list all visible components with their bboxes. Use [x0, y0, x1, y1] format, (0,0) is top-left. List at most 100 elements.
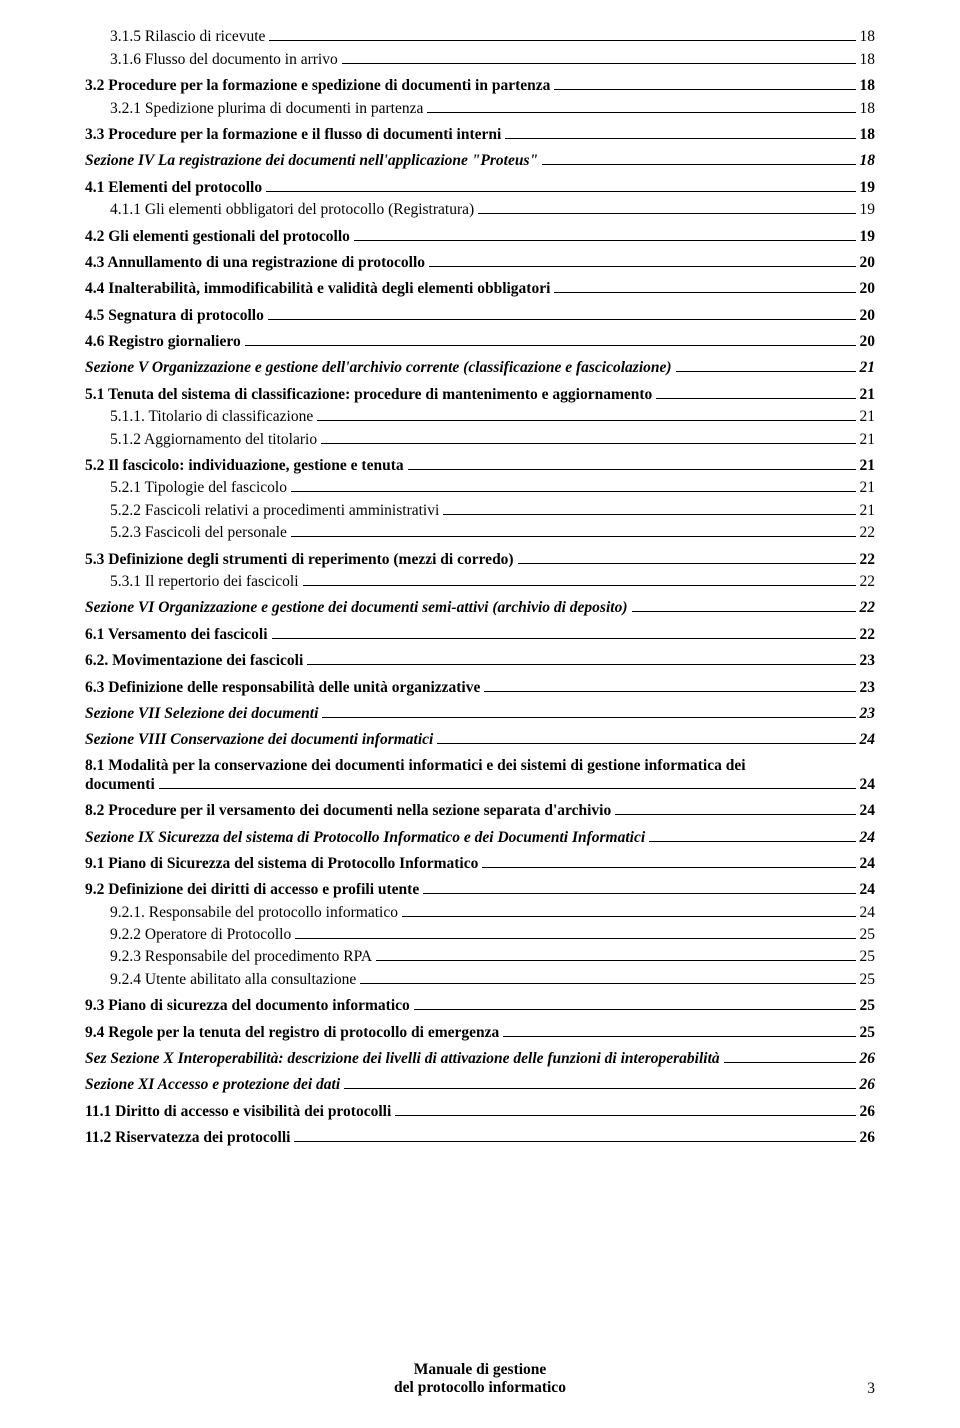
toc-label-line2: documenti: [85, 776, 155, 794]
toc-leader: [542, 152, 855, 165]
toc-entry: 5.2 Il fascicolo: individuazione, gestio…: [85, 457, 875, 475]
toc-page-number: 19: [860, 179, 876, 197]
toc-label: 3.1.6 Flusso del documento in arrivo: [110, 51, 338, 69]
toc-label: 5.2.2 Fascicoli relativi a procedimenti …: [110, 502, 439, 520]
toc-entry: 4.1.1 Gli elementi obbligatori del proto…: [110, 201, 875, 219]
toc-entry: 9.2 Definizione dei diritti di accesso e…: [85, 881, 875, 899]
toc-label: 4.4 Inalterabilità, immodificabilità e v…: [85, 280, 550, 298]
toc-label: 5.3.1 Il repertorio dei fascicoli: [110, 573, 299, 591]
toc-entry: Sezione VI Organizzazione e gestione dei…: [85, 599, 875, 617]
toc-label: 9.3 Piano di sicurezza del documento inf…: [85, 997, 410, 1015]
toc-page-number: 18: [860, 28, 876, 46]
toc-page-number: 26: [860, 1129, 876, 1147]
toc-leader: [322, 705, 855, 718]
toc-entry: 9.4 Regole per la tenuta del registro di…: [85, 1023, 875, 1041]
toc-entry: 9.1 Piano di Sicurezza del sistema di Pr…: [85, 855, 875, 873]
toc-page-number: 21: [860, 386, 876, 404]
toc-page-number: 21: [860, 359, 876, 377]
toc-entry: 8.1 Modalità per la conservazione dei do…: [85, 757, 875, 793]
toc-page-number: 23: [860, 652, 876, 670]
toc-page-number: 25: [860, 997, 876, 1015]
toc-page-number: 21: [860, 479, 876, 497]
toc-entry: 4.1 Elementi del protocollo 19: [85, 178, 875, 196]
toc-page-number: 21: [860, 457, 876, 475]
toc-page-number: 22: [860, 599, 876, 617]
toc-label: 6.2. Movimentazione dei fascicoli: [85, 652, 303, 670]
toc-page-number: 24: [860, 855, 876, 873]
toc-container: 3.1.5 Rilascio di ricevute18 3.1.6 Flusso…: [85, 28, 875, 1147]
toc-leader: [344, 1076, 855, 1089]
toc-entry: 11.1 Diritto di accesso e visibilità dei…: [85, 1102, 875, 1120]
toc-page-number: 21: [860, 502, 876, 520]
toc-page-number: 18: [860, 152, 876, 170]
toc-page-number: 18: [860, 77, 876, 95]
toc-leader: [414, 997, 856, 1010]
toc-label: 11.1 Diritto di accesso e visibilità dei…: [85, 1103, 391, 1121]
toc-label: 3.2 Procedure per la formazione e spediz…: [85, 77, 550, 95]
toc-leader: [554, 280, 855, 293]
toc-entry: 5.3 Definizione degli strumenti di reper…: [85, 550, 875, 568]
toc-label: 11.2 Riservatezza dei protocolli: [85, 1129, 290, 1147]
toc-entry: 4.6 Registro giornaliero20: [85, 333, 875, 351]
toc-label-line1: 8.1 Modalità per la conservazione dei do…: [85, 757, 875, 775]
toc-leader: [478, 201, 855, 214]
toc-entry: 5.1.1. Titolario di classificazione21: [110, 408, 875, 426]
toc-page-number: 23: [860, 705, 876, 723]
toc-leader: [408, 457, 856, 470]
toc-leader: [395, 1102, 855, 1115]
toc-page: 3.1.5 Rilascio di ricevute18 3.1.6 Flusso…: [0, 0, 960, 1428]
footer-title: Manuale di gestione del protocollo infor…: [85, 1361, 875, 1398]
footer-line1: Manuale di gestione: [414, 1361, 547, 1378]
toc-label: 9.2.4 Utente abilitato alla consultazion…: [110, 971, 356, 989]
toc-label: 9.2.3 Responsabile del procedimento RPA: [110, 948, 372, 966]
toc-leader: [443, 501, 855, 514]
toc-leader: [291, 479, 856, 492]
toc-label: Sezione IV La registrazione dei document…: [85, 152, 538, 170]
toc-entry: 3.2 Procedure per la formazione e spediz…: [85, 77, 875, 95]
toc-entry: Sezione IX Sicurezza del sistema di Prot…: [85, 828, 875, 846]
toc-entry: 5.2.3 Fascicoli del personale 22: [110, 524, 875, 542]
toc-label: 4.1 Elementi del protocollo: [85, 179, 262, 197]
page-footer: Manuale di gestione del protocollo infor…: [85, 1361, 875, 1398]
toc-entry: Sezione V Organizzazione e gestione dell…: [85, 359, 875, 377]
toc-entry: 9.3 Piano di sicurezza del documento inf…: [85, 997, 875, 1015]
toc-leader: [656, 385, 855, 398]
toc-leader: [294, 1129, 855, 1142]
toc-label: 4.2 Gli elementi gestionali del protocol…: [85, 228, 350, 246]
toc-leader: [354, 227, 856, 240]
toc-leader: [291, 524, 856, 537]
toc-label: 9.2 Definizione dei diritti di accesso e…: [85, 881, 419, 899]
toc-entry: Sezione XI Accesso e protezione dei dati…: [85, 1076, 875, 1094]
toc-entry: Sezione VII Selezione dei documenti 23: [85, 705, 875, 723]
toc-page-number: 20: [860, 254, 876, 272]
toc-page-number: 25: [860, 971, 876, 989]
toc-label: Sezione IX Sicurezza del sistema di Prot…: [85, 829, 645, 847]
toc-label: 4.3 Annullamento di una registrazione di…: [85, 254, 425, 272]
toc-leader: [724, 1050, 856, 1063]
toc-leader: [484, 678, 855, 691]
toc-page-number: 23: [860, 679, 876, 697]
toc-label: 9.2.1. Responsabile del protocollo infor…: [110, 904, 398, 922]
toc-label: 5.2.3 Fascicoli del personale: [110, 524, 287, 542]
toc-page-number: 20: [860, 280, 876, 298]
toc-label: Sezione XI Accesso e protezione dei dati: [85, 1076, 340, 1094]
toc-page-number: 22: [860, 524, 876, 542]
toc-entry: 6.3 Definizione delle responsabilità del…: [85, 678, 875, 696]
toc-leader: [269, 28, 855, 41]
toc-page-number: 21: [860, 408, 876, 426]
toc-leader: [342, 50, 856, 63]
toc-page-number: 24: [860, 829, 876, 847]
toc-label: Sezione VII Selezione dei documenti: [85, 705, 318, 723]
toc-label: 6.3 Definizione delle responsabilità del…: [85, 679, 480, 697]
toc-leader: [402, 903, 856, 916]
footer-page-number: 3: [867, 1380, 875, 1398]
toc-entry: 3.1.5 Rilascio di ricevute18: [110, 28, 875, 46]
toc-entry: 9.2.3 Responsabile del procedimento RPA2…: [110, 948, 875, 966]
toc-page-number: 22: [860, 573, 876, 591]
toc-entry: Sezione IV La registrazione dei document…: [85, 152, 875, 170]
toc-page-number: 26: [860, 1076, 876, 1094]
toc-leader: [505, 126, 855, 139]
toc-leader: [272, 625, 856, 638]
toc-leader: [437, 731, 855, 744]
toc-page-number: 26: [860, 1103, 876, 1121]
